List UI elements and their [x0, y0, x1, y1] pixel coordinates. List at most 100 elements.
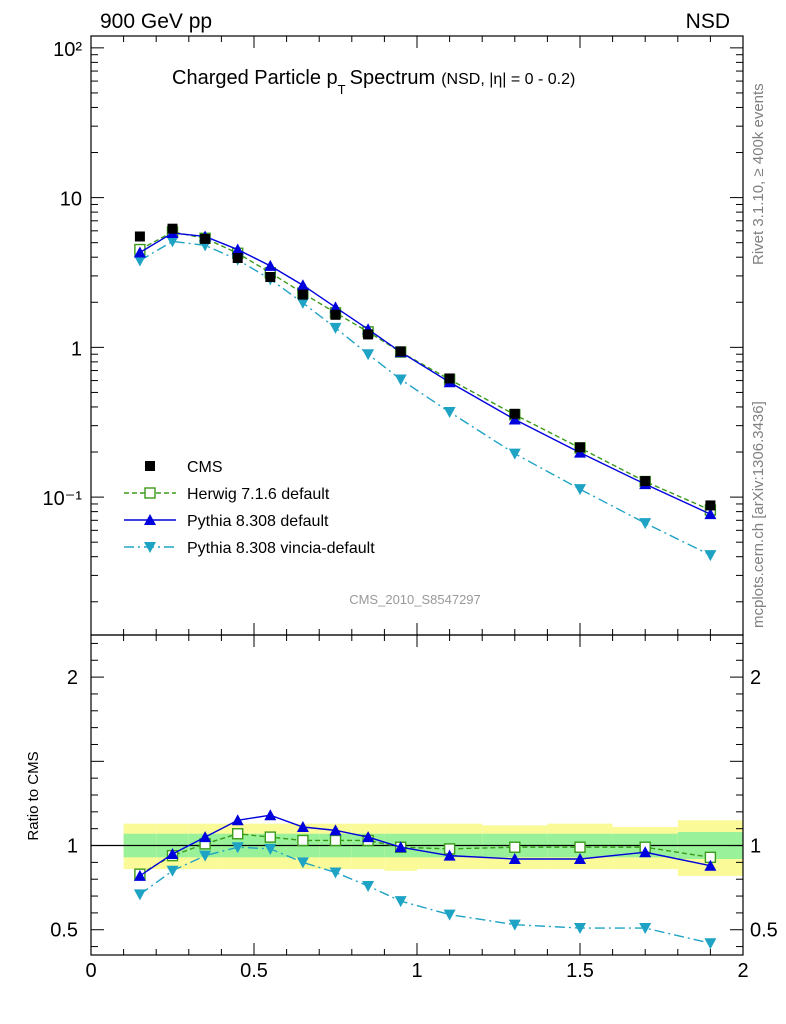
- ratio-data-point: [297, 834, 309, 847]
- main-data-point: [330, 309, 341, 320]
- main-data-point: [394, 374, 407, 386]
- watermark: CMS_2010_S8547297: [349, 592, 481, 607]
- ratio-data-point: [166, 865, 179, 877]
- ratio-ytick-label-right: 1: [750, 836, 761, 858]
- main-data-point: [443, 407, 456, 419]
- ratio-data-point: [231, 828, 244, 840]
- main-data-point: [640, 476, 651, 487]
- ratio-ytick-label-left: 1: [67, 836, 78, 858]
- main-data-point: [508, 413, 521, 425]
- main-plot: 10² 10 1 10⁻¹ CMS Herwig 7.1.6 default Pythia …: [43, 35, 744, 636]
- main-data-point: [575, 442, 585, 453]
- ratio-data-point: [639, 923, 652, 935]
- main-data-point: [395, 346, 406, 357]
- ratio-ytick-label-right: 2: [750, 667, 761, 689]
- legend: CMS Herwig 7.1.6 default Pythia 8.308 defa…: [124, 459, 375, 557]
- main-data-point: [264, 259, 277, 271]
- ratio-data-point: [443, 909, 456, 921]
- main-data-point: [329, 301, 342, 313]
- ratio-data-point: [509, 841, 521, 853]
- ratio-plot: 0.5 0.5 1 1 2 2 0 0.5 1 1.5 2: [50, 634, 778, 982]
- main-data-point: [329, 322, 342, 334]
- ratio-data-point: [231, 842, 244, 854]
- main-data-point: [231, 243, 244, 255]
- ratio-data-point: [704, 859, 717, 871]
- side-label-top: Rivet 3.1.10, ≥ 400k events: [750, 83, 767, 265]
- legend-label: Herwig 7.1.6 default: [187, 486, 330, 503]
- main-data-point: [133, 246, 146, 258]
- ratio-data-point: [133, 869, 146, 881]
- legend-label: Pythia 8.308 default: [187, 513, 329, 530]
- ratio-data-point: [508, 919, 521, 931]
- legend-marker: [144, 542, 156, 553]
- ratio-xtick-label: 0: [85, 960, 96, 982]
- main-series-line: [139, 240, 711, 556]
- side-label-bottom: mcplots.cern.ch [arXiv:1306.3436]: [750, 401, 767, 628]
- ratio-data-point: [394, 841, 407, 853]
- ratio-data-point: [231, 814, 244, 826]
- ratio-ytick-label-left: 2: [67, 667, 78, 689]
- main-data-point: [133, 255, 146, 267]
- ratio-ylabel: Ratio to CMS: [25, 751, 42, 840]
- ratio-xtick-label: 2: [737, 960, 748, 982]
- ratio-data-point: [574, 853, 586, 864]
- ratio-data-point: [574, 923, 586, 935]
- main-data-point: [166, 236, 179, 248]
- main-series-line: [139, 232, 711, 515]
- ratio-series-line: [139, 846, 711, 944]
- ratio-data-point: [133, 889, 146, 901]
- ratio-series-line: [139, 833, 711, 875]
- ratio-data-point: [329, 824, 342, 836]
- ratio-data-point: [264, 843, 277, 855]
- main-data-point: [134, 231, 145, 242]
- main-data-point: [704, 550, 717, 562]
- ratio-data-point: [296, 821, 309, 832]
- ratio-data-point: [394, 896, 407, 908]
- ratio-data-point: [574, 841, 586, 853]
- ratio-series-2: [133, 842, 717, 950]
- main-data-point: [363, 329, 374, 340]
- main-ytick-label: 10⁻¹: [43, 488, 83, 510]
- ratio-series-1: [133, 809, 717, 881]
- main-data-point: [705, 500, 716, 511]
- ratio-ytick-label-right: 0.5: [750, 920, 778, 942]
- legend-marker: [144, 514, 156, 525]
- main-data-point: [508, 448, 521, 460]
- main-title: Charged Particle pTSpectrum (NSD, |η| = 0…: [172, 67, 575, 97]
- ratio-data-point: [362, 880, 375, 892]
- main-data-point: [232, 253, 243, 264]
- main-data-point: [639, 518, 652, 530]
- ratio-data-point: [508, 853, 521, 864]
- ratio-data-point: [329, 834, 342, 847]
- main-data-point: [362, 349, 375, 361]
- ratio-data-point: [639, 846, 652, 858]
- main-data-point: [444, 373, 455, 384]
- ratio-data-point: [166, 847, 179, 859]
- ratio-data-point: [443, 849, 456, 861]
- ratio-data-point: [199, 850, 212, 862]
- main-series-line: [139, 231, 711, 511]
- main-data-point: [509, 408, 520, 419]
- ratio-xtick-label: 1: [411, 960, 422, 982]
- ratio-xtick-label: 1.5: [566, 960, 594, 982]
- main-data-point: [704, 508, 717, 520]
- main-series-0: [134, 223, 716, 511]
- main-data-point: [200, 233, 211, 244]
- main-data-point: [167, 223, 178, 234]
- legend-marker: [145, 461, 155, 471]
- ratio-data-point: [362, 831, 375, 843]
- main-data-point: [574, 484, 586, 496]
- ratio-xtick-label: 0.5: [240, 960, 268, 982]
- ratio-data-point: [329, 867, 342, 879]
- ratio-data-point: [704, 938, 717, 950]
- main-ytick-label: 1: [71, 338, 82, 360]
- main-data-point: [265, 272, 276, 283]
- ratio-data-point: [199, 831, 212, 843]
- ratio-data-point: [264, 809, 277, 821]
- header-left: 900 GeV pp: [100, 10, 212, 33]
- main-data-point: [296, 297, 309, 309]
- ratio-series-line: [139, 814, 711, 877]
- legend-label: CMS: [187, 459, 223, 476]
- main-data-point: [297, 289, 308, 300]
